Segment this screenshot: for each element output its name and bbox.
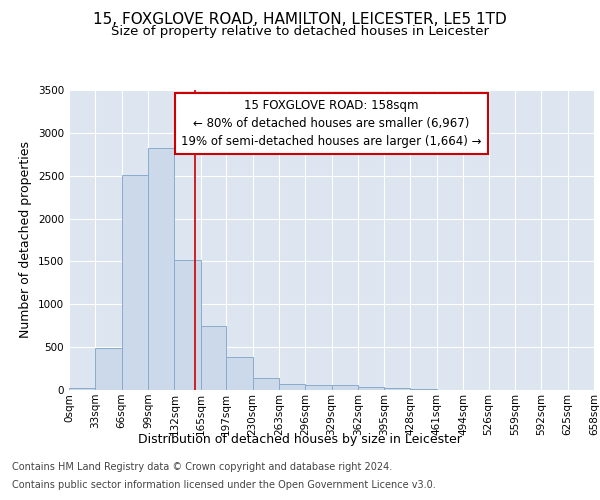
Bar — [226, 358, 253, 390]
Text: Distribution of detached houses by size in Leicester: Distribution of detached houses by size … — [138, 432, 462, 446]
Text: Contains HM Land Registry data © Crown copyright and database right 2024.: Contains HM Land Registry data © Crown c… — [12, 462, 392, 472]
Bar — [305, 386, 331, 390]
Bar — [358, 388, 384, 390]
Text: 15 FOXGLOVE ROAD: 158sqm
← 80% of detached houses are smaller (6,967)
19% of sem: 15 FOXGLOVE ROAD: 158sqm ← 80% of detach… — [181, 99, 482, 148]
Text: Contains public sector information licensed under the Open Government Licence v3: Contains public sector information licen… — [12, 480, 436, 490]
Bar — [200, 326, 226, 390]
Bar — [384, 388, 410, 390]
Bar — [69, 388, 95, 390]
Y-axis label: Number of detached properties: Number of detached properties — [19, 142, 32, 338]
Bar — [122, 175, 148, 390]
Text: 15, FOXGLOVE ROAD, HAMILTON, LEICESTER, LE5 1TD: 15, FOXGLOVE ROAD, HAMILTON, LEICESTER, … — [93, 12, 507, 28]
Text: Size of property relative to detached houses in Leicester: Size of property relative to detached ho… — [111, 25, 489, 38]
Bar — [331, 386, 358, 390]
Bar — [410, 389, 437, 390]
Bar — [175, 260, 200, 390]
Bar — [148, 148, 175, 390]
Bar — [279, 384, 305, 390]
Bar — [95, 348, 122, 390]
Bar — [253, 378, 279, 390]
